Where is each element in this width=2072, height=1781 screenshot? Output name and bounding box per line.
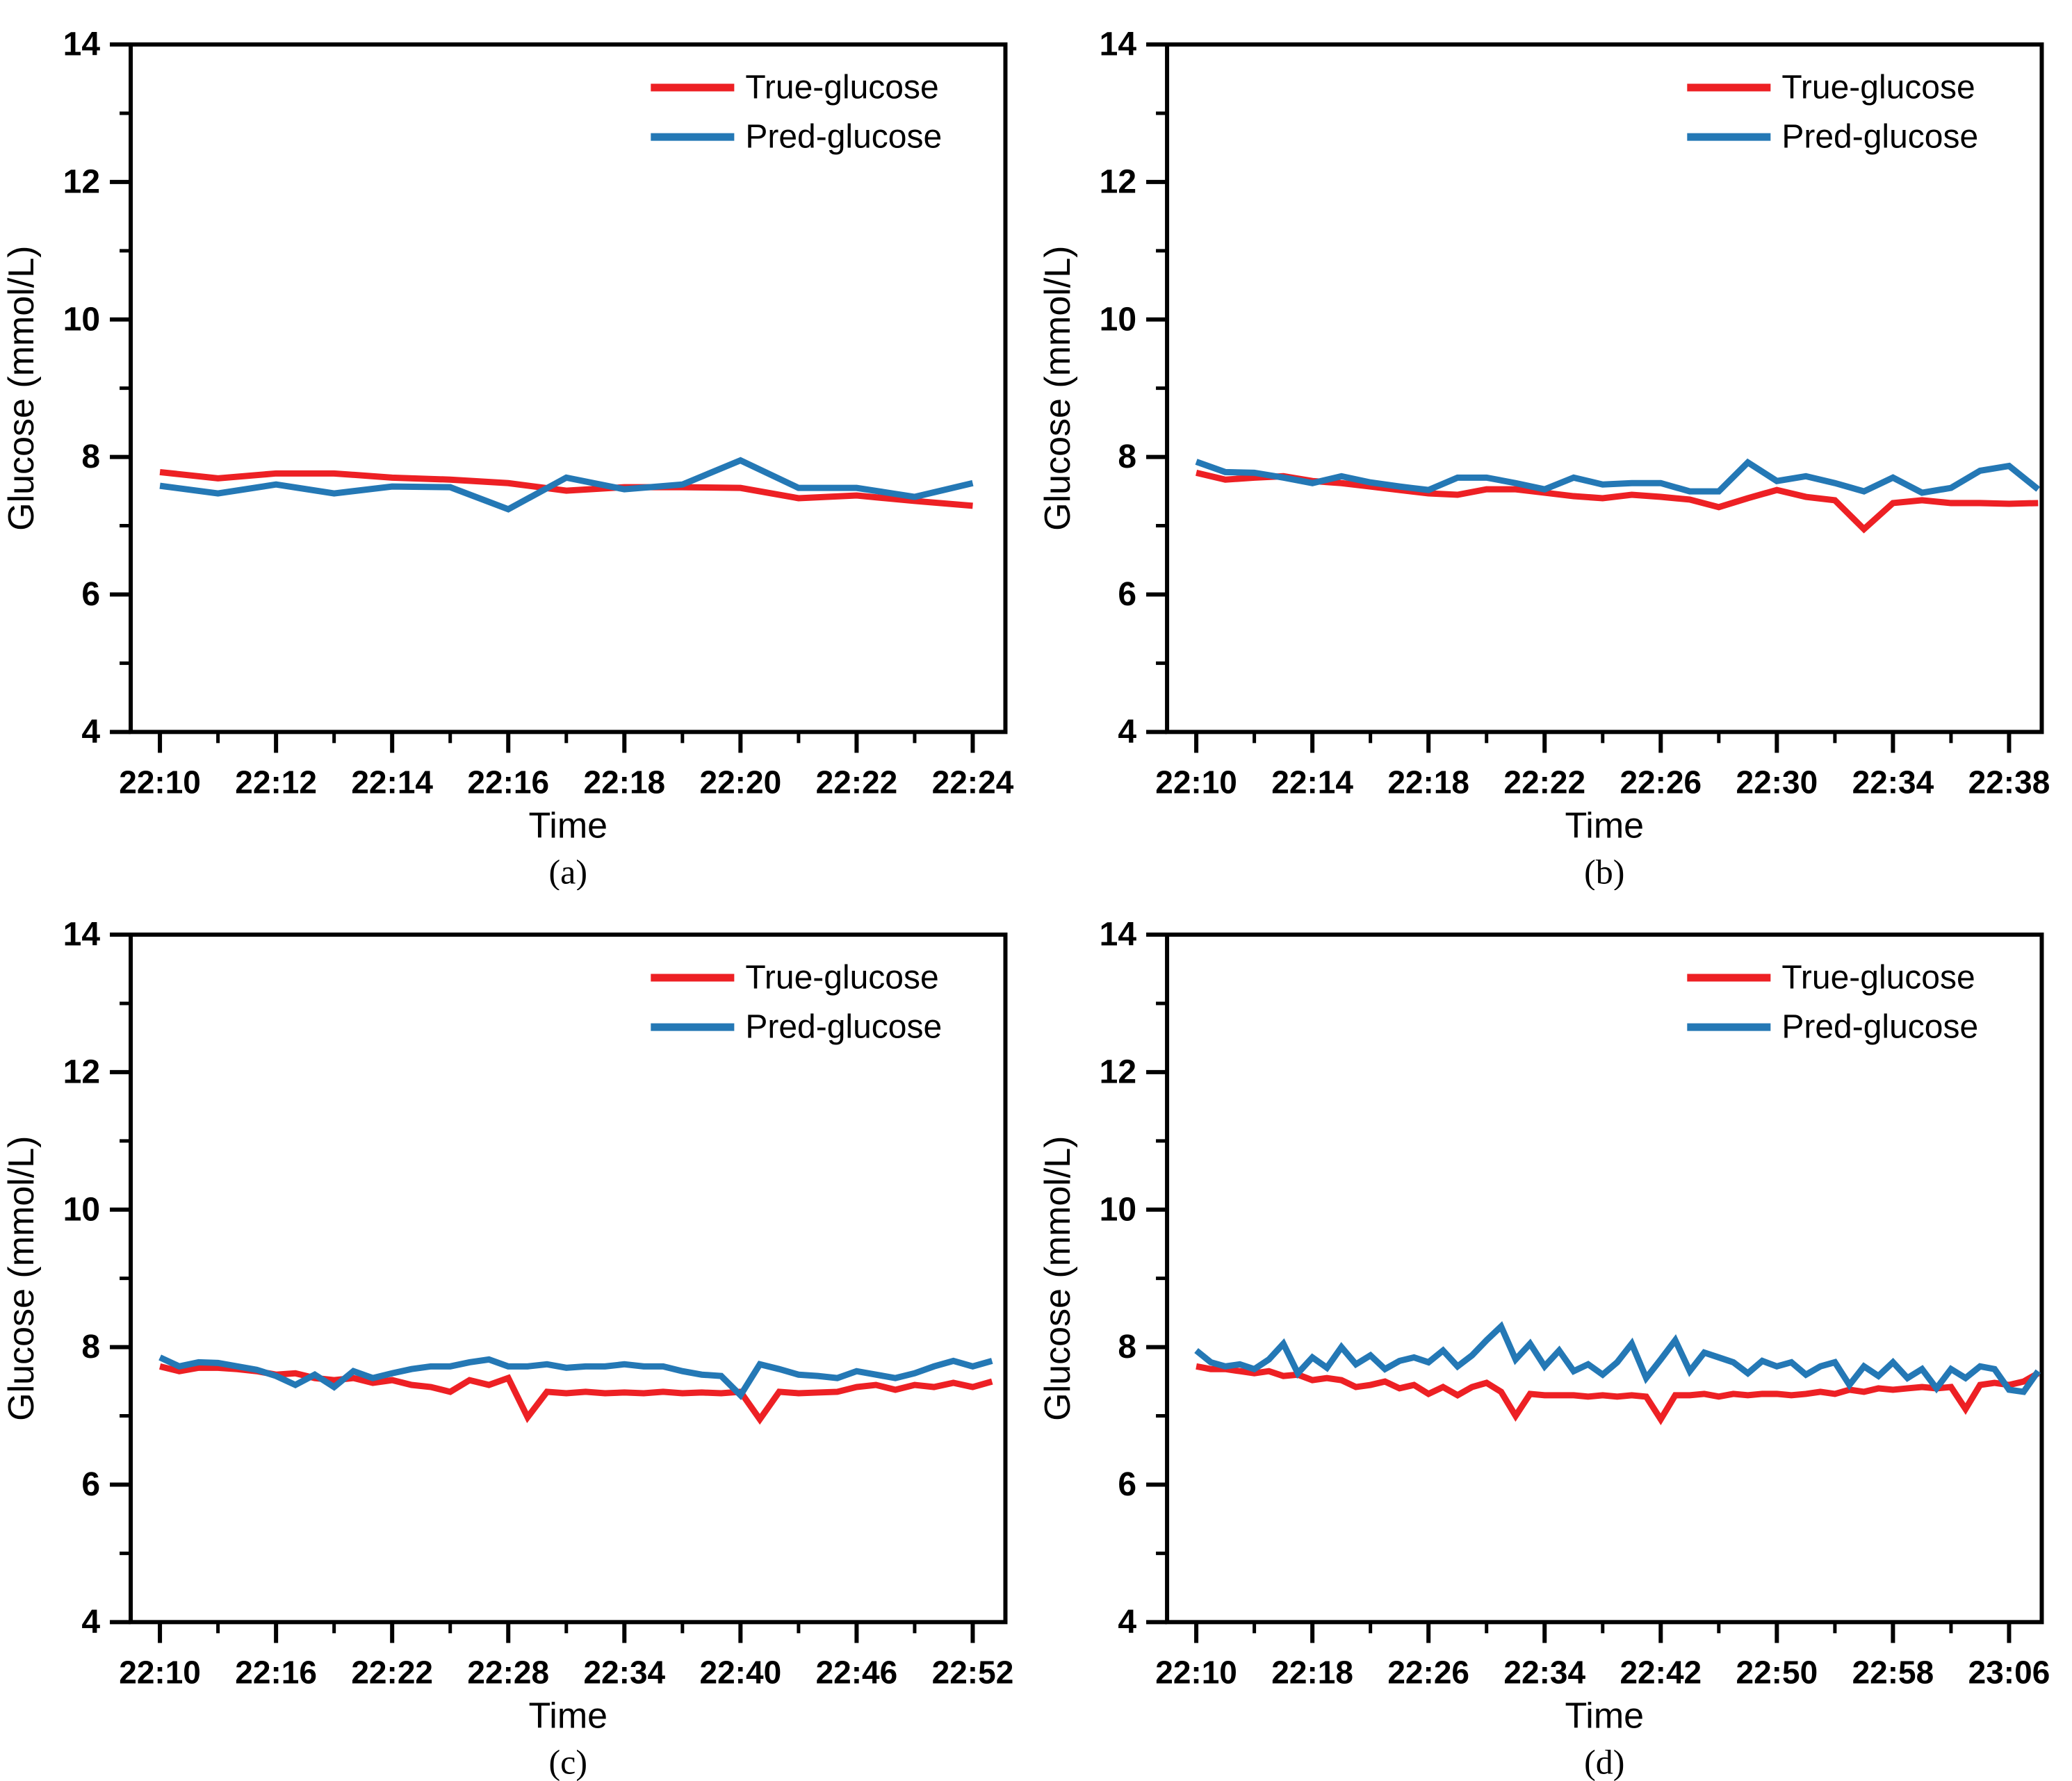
chart-panel-c: 4 6 8 10 12 14 22:10 22:16 22:22 22:28 22:34 22:40 2… (0, 890, 1036, 1780)
x-tick-label: 22:58 (1852, 1655, 1934, 1691)
x-tick-label: 22:34 (1852, 764, 1934, 800)
chart-panel-d: 4 6 8 10 12 14 22:10 22:18 22:26 22:34 22:42 22:50 2… (1036, 890, 2072, 1780)
y-axis-title: Glucose (mmol/L) (1038, 1136, 1078, 1421)
y-tick-label: 10 (1099, 301, 1136, 338)
legend-label: True-glucose (1781, 960, 1975, 996)
y-tick-label: 14 (1099, 917, 1136, 953)
x-tick-label: 22:26 (1387, 1655, 1469, 1691)
x-tick-label: 22:34 (583, 1655, 665, 1691)
pred-glucose-line (1196, 462, 2038, 493)
y-tick-label: 12 (63, 163, 100, 200)
y-tick-label: 4 (1118, 714, 1136, 750)
y-tick-label: 14 (63, 26, 101, 63)
legend-item: Pred-glucose (651, 119, 942, 156)
x-tick-label: 22:14 (1271, 764, 1353, 800)
legend-label: Pred-glucose (1781, 1009, 1978, 1046)
legend-label: True-glucose (1781, 69, 1975, 106)
legend-label: Pred-glucose (745, 1009, 942, 1046)
legend-item: True-glucose (1687, 960, 1975, 996)
x-tick-label: 22:38 (1968, 764, 2050, 800)
x-tick-label: 22:40 (700, 1655, 782, 1691)
y-tick-label: 12 (1099, 163, 1136, 200)
chart-svg-b: 4 6 8 10 12 14 22:10 22:14 22:18 22:22 22:26 22:30 2… (1036, 0, 2072, 890)
y-tick-label: 6 (81, 576, 100, 613)
y-axis-title: Glucose (mmol/L) (1, 1136, 42, 1421)
y-tick-label: 6 (1118, 576, 1136, 613)
x-tick-label: 22:22 (816, 764, 898, 800)
legend-item: Pred-glucose (1687, 119, 1978, 156)
pred-glucose-line (160, 461, 972, 509)
x-tick-label: 22:20 (700, 764, 782, 800)
y-tick-label: 8 (1118, 438, 1136, 475)
x-tick-label: 22:22 (351, 1655, 433, 1691)
chart-panel-a: 4 6 8 10 12 14 22:10 22:12 22:14 22:16 22:18 22:20 2… (0, 0, 1036, 890)
legend-item: True-glucose (651, 69, 938, 106)
panel-label: (a) (549, 852, 588, 890)
legend-label: Pred-glucose (1781, 119, 1978, 156)
x-tick-label: 22:10 (1155, 764, 1237, 800)
panel-label: (d) (1584, 1743, 1624, 1781)
x-tick-label: 22:10 (1155, 1655, 1237, 1691)
legend-label: True-glucose (745, 69, 938, 106)
legend-label: True-glucose (745, 960, 938, 996)
legend-item: Pred-glucose (1687, 1009, 1978, 1046)
x-tick-label: 22:52 (932, 1655, 1014, 1691)
y-tick-label: 8 (1118, 1329, 1136, 1366)
y-tick-label: 6 (1118, 1466, 1136, 1503)
y-tick-label: 10 (63, 301, 100, 338)
x-tick-label: 22:26 (1620, 764, 1702, 800)
x-tick-label: 22:46 (816, 1655, 898, 1691)
y-tick-label: 4 (81, 1604, 100, 1641)
legend-item: True-glucose (1687, 69, 1975, 106)
x-axis-title: Time (1565, 805, 1644, 846)
panel-label: (b) (1584, 852, 1624, 890)
x-tick-label: 22:14 (351, 764, 433, 800)
x-axis-title: Time (528, 805, 607, 846)
x-tick-label: 22:30 (1736, 764, 1818, 800)
chart-svg-c: 4 6 8 10 12 14 22:10 22:16 22:22 22:28 22:34 22:40 2… (0, 890, 1036, 1780)
chart-svg-d: 4 6 8 10 12 14 22:10 22:18 22:26 22:34 22:42 22:50 2… (1036, 890, 2072, 1780)
y-tick-label: 14 (1099, 26, 1136, 63)
y-tick-label: 4 (1118, 1604, 1136, 1641)
y-tick-label: 12 (63, 1054, 100, 1091)
x-tick-label: 22:16 (467, 764, 549, 800)
x-tick-label: 22:34 (1503, 1655, 1585, 1691)
y-axis-title: Glucose (mmol/L) (1, 246, 42, 531)
x-tick-label: 22:10 (119, 1655, 201, 1691)
x-tick-label: 22:16 (235, 1655, 317, 1691)
legend-item: True-glucose (651, 960, 938, 996)
y-tick-label: 10 (1099, 1192, 1136, 1229)
pred-glucose-line (1196, 1327, 2038, 1392)
x-tick-label: 22:18 (1387, 764, 1469, 800)
x-tick-label: 22:42 (1620, 1655, 1702, 1691)
panel-label: (c) (549, 1743, 588, 1781)
x-tick-label: 22:18 (583, 764, 665, 800)
x-tick-label: 23:06 (1968, 1655, 2050, 1691)
y-axis-title: Glucose (mmol/L) (1038, 246, 1078, 531)
legend-label: Pred-glucose (745, 119, 942, 156)
x-tick-label: 22:50 (1736, 1655, 1818, 1691)
x-tick-label: 22:18 (1271, 1655, 1353, 1691)
y-tick-label: 6 (81, 1466, 100, 1503)
x-tick-label: 22:10 (119, 764, 201, 800)
y-tick-label: 8 (81, 438, 100, 475)
x-axis-title: Time (528, 1696, 607, 1737)
y-tick-label: 4 (81, 714, 100, 750)
y-tick-label: 12 (1099, 1054, 1136, 1091)
x-tick-label: 22:12 (235, 764, 317, 800)
y-tick-label: 8 (81, 1329, 100, 1366)
x-tick-label: 22:24 (932, 764, 1014, 800)
legend-item: Pred-glucose (651, 1009, 942, 1046)
x-axis-title: Time (1565, 1696, 1644, 1737)
chart-panel-b: 4 6 8 10 12 14 22:10 22:14 22:18 22:22 22:26 22:30 2… (1036, 0, 2072, 890)
chart-svg-a: 4 6 8 10 12 14 22:10 22:12 22:14 22:16 22:18 22:20 2… (0, 0, 1036, 890)
x-tick-label: 22:22 (1503, 764, 1585, 800)
y-tick-label: 10 (63, 1192, 100, 1229)
y-tick-label: 14 (63, 917, 101, 953)
x-tick-label: 22:28 (467, 1655, 549, 1691)
